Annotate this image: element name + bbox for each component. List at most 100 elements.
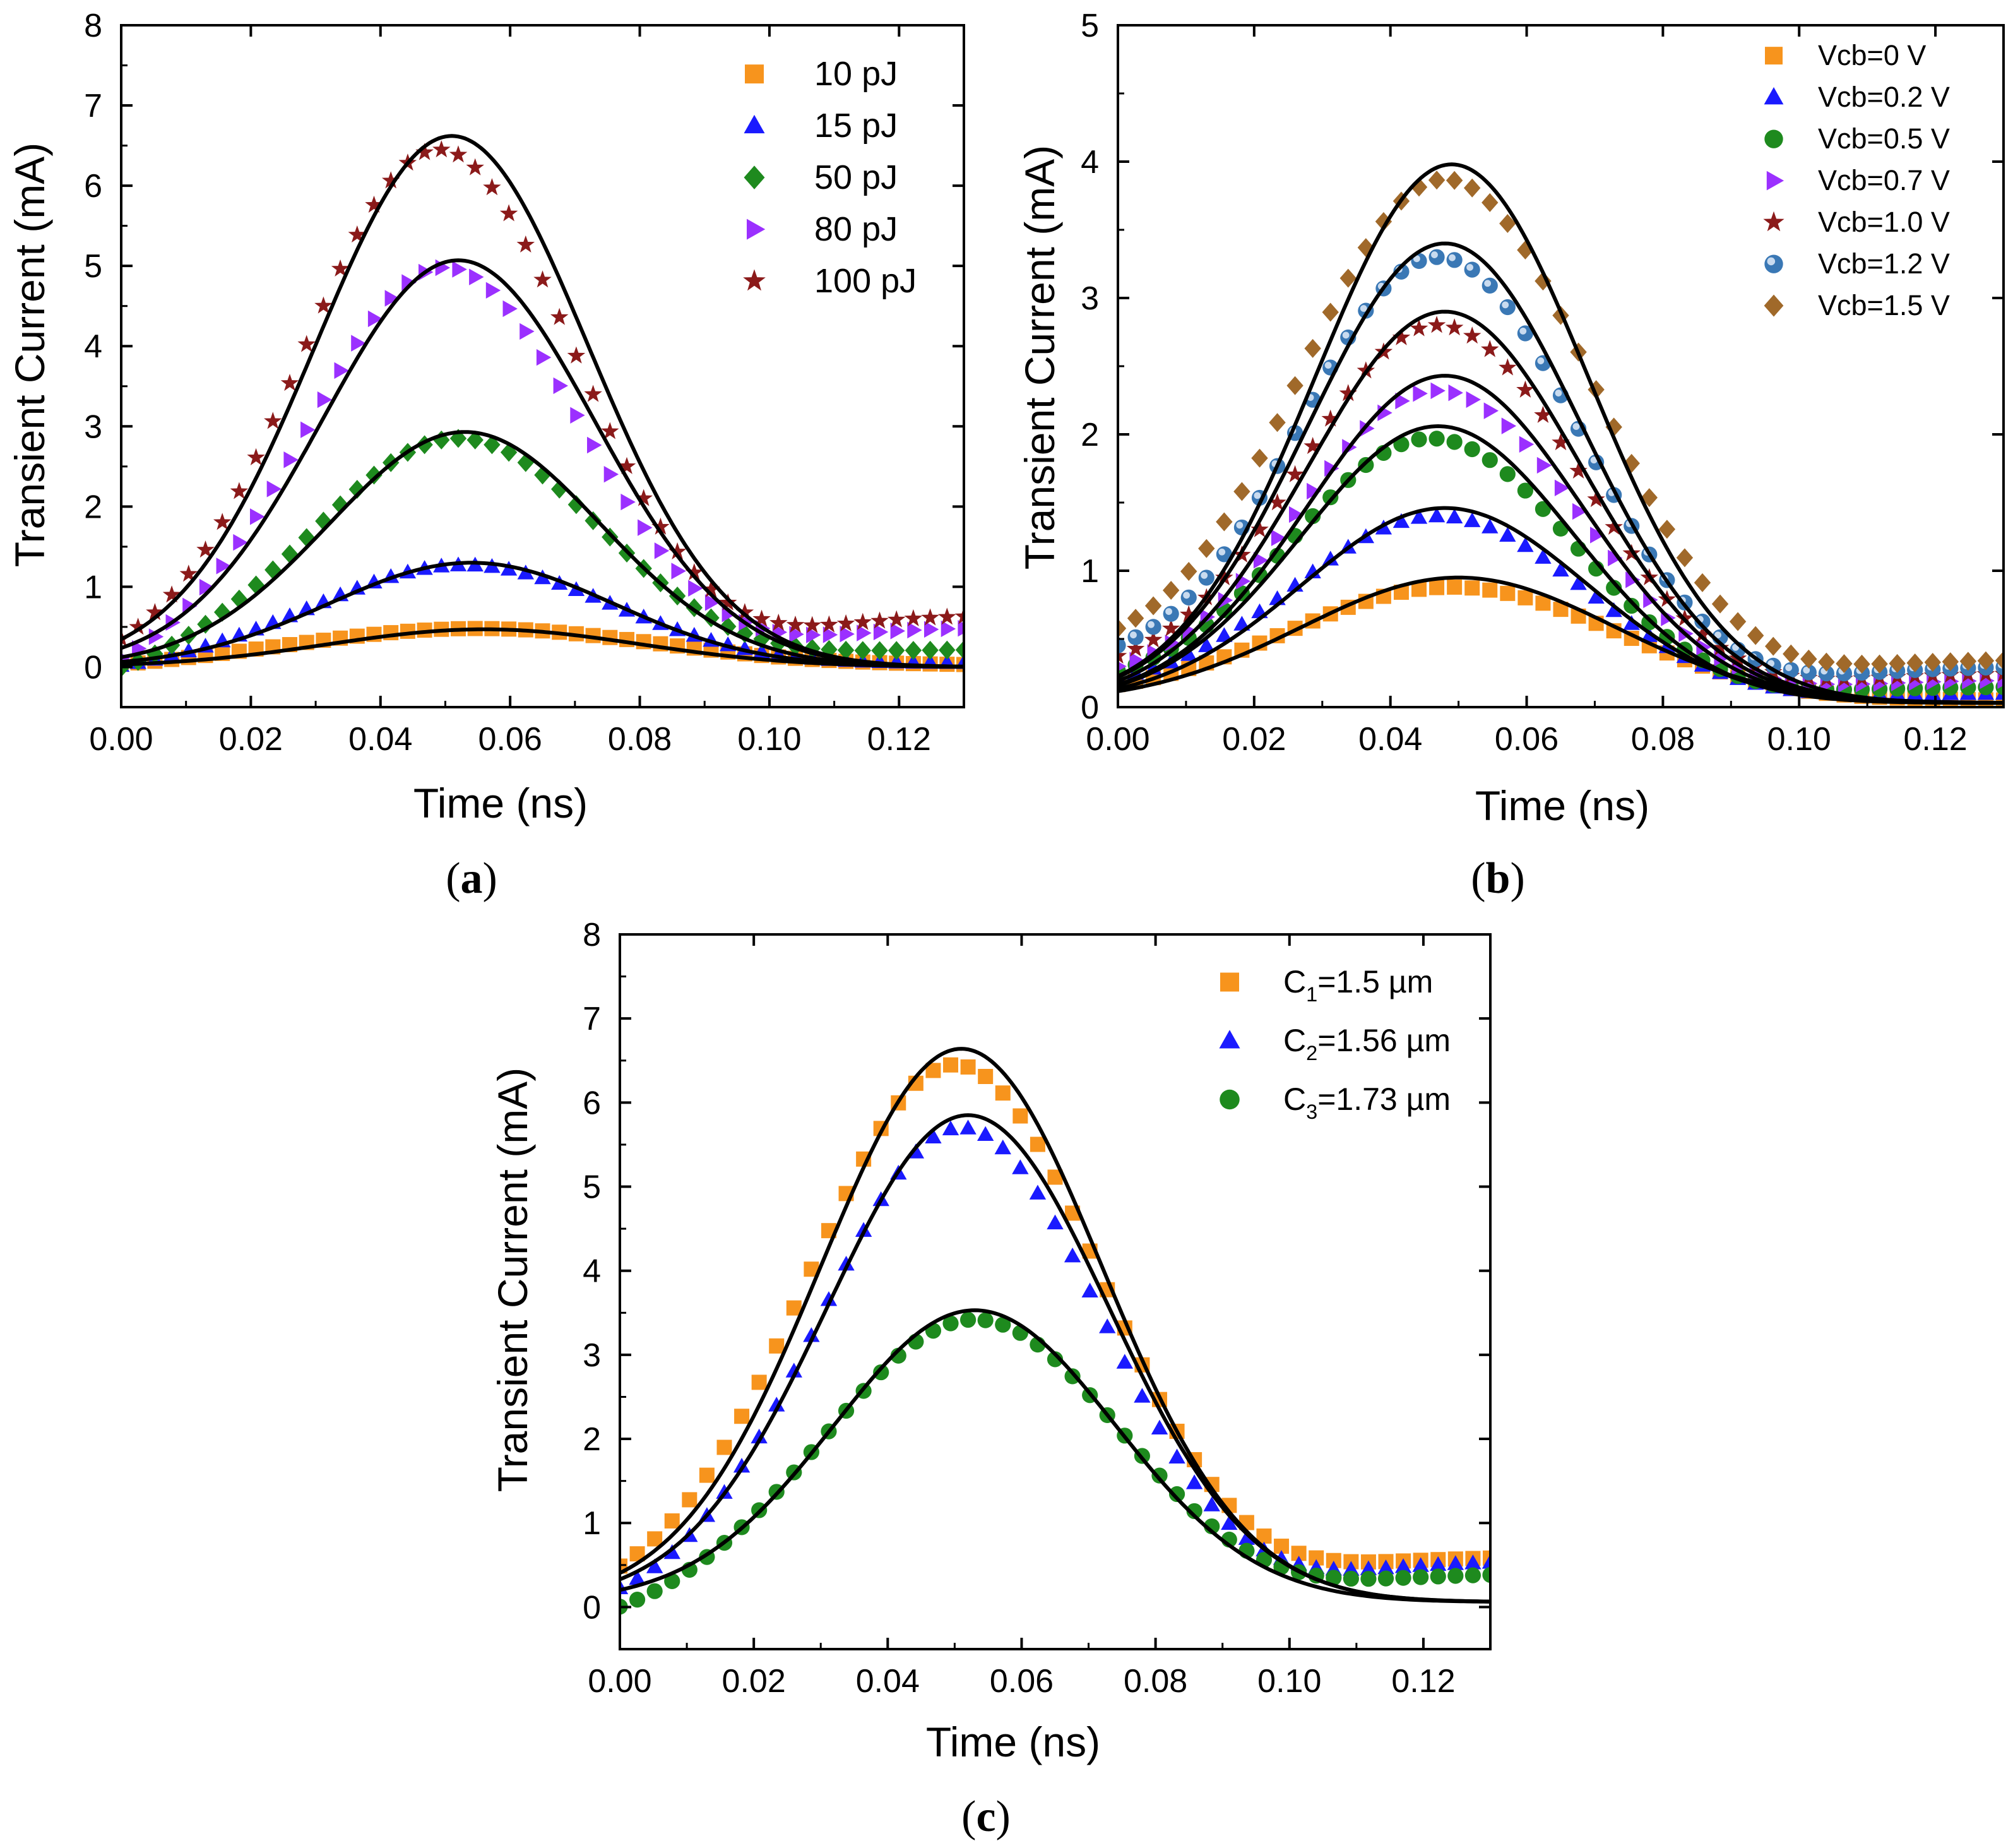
panel-c-data-point — [751, 1428, 768, 1444]
panel-b-data-point — [1144, 596, 1162, 616]
panel-b-data-point — [1480, 340, 1499, 357]
panel-b-y-tick-label: 3 — [1081, 280, 1099, 317]
panel-c-data-point — [1030, 1136, 1045, 1152]
panel-b-data-point — [1570, 575, 1587, 590]
panel-b: 0.00 0.02 0.04 0.06 0.08 0.10 0.12 0 1 2 3 4 5 Vcb=0… — [1016, 8, 2005, 903]
panel-b-fit-curves — [1118, 162, 2004, 705]
panel-c-legend: C1=1.5 µm C2=1.56 µm C3=1.73 µm — [1219, 964, 1451, 1123]
panel-c-legend-marker — [1220, 1089, 1240, 1110]
panel-b-fit-curve-5 — [1118, 309, 2004, 705]
panel-a-data-point — [551, 479, 568, 499]
panel-b-y-tick-label: 1 — [1081, 553, 1099, 590]
panel-b-data-point — [1446, 170, 1463, 190]
panel-a-x-tick-label: 0.06 — [478, 721, 542, 758]
panel-a-x-tick-label: 0.08 — [608, 721, 672, 758]
panel-a-data-point — [924, 621, 939, 638]
panel-c-data-point — [1413, 1569, 1429, 1585]
panel-c-data-point — [647, 1531, 663, 1547]
panel-a-data-point — [704, 594, 720, 611]
panel-c-data-point — [1412, 1557, 1429, 1572]
panel-b-y-tick-label: 4 — [1081, 144, 1099, 181]
panel-b-data-point — [1924, 652, 1941, 672]
panel-b-data-point — [1218, 592, 1233, 609]
panel-b-y-tick-label: 5 — [1081, 8, 1099, 44]
panel-c-plot-frame — [619, 933, 1492, 1650]
panel-c-x-tick-label: 0.10 — [1257, 1663, 1321, 1700]
panel-b-x-tick-label: 0.12 — [1903, 721, 1967, 758]
panel-c-data-point — [803, 1327, 820, 1342]
panel-c-data-point — [995, 1085, 1011, 1101]
panel-b-legend-marker — [1763, 211, 1784, 232]
panel-a-legend-marker — [743, 269, 766, 291]
panel-b-data-point — [1554, 479, 1570, 497]
panel-a-y-axis-title: Transient Current (mA) — [6, 143, 53, 567]
panel-b-legend-marker — [1765, 47, 1783, 65]
panel-b-data-point — [1127, 609, 1144, 628]
panel-a-data-point — [871, 641, 888, 660]
panel-b-legend-label: Vcb=0.5 V — [1818, 122, 1950, 155]
panel-a-data-point — [317, 391, 333, 408]
panel-a-data-point — [415, 143, 434, 160]
panel-c-data-point — [1081, 1282, 1098, 1297]
panel-c-data-point — [1238, 1530, 1256, 1545]
panel-c-legend-label: C3=1.73 µm — [1283, 1082, 1451, 1123]
panel-b-legend-label: Vcb=0.2 V — [1818, 81, 1950, 113]
panel-b-data-point — [1552, 561, 1569, 577]
panel-a-data-point — [887, 610, 906, 628]
panel-a-data-point — [381, 171, 400, 189]
panel-c-data-point — [733, 1457, 751, 1473]
panel-b-data-point — [1729, 612, 1747, 631]
panel-b-data-point — [1428, 249, 1445, 265]
panel-c-data-point — [1464, 1567, 1482, 1583]
panel-c-data-point — [1151, 1419, 1168, 1435]
panel-a-data-point — [587, 436, 602, 454]
panel-a-data-point — [634, 489, 653, 506]
panel-a-data-point — [365, 465, 383, 485]
panel-a-data-point — [853, 612, 872, 630]
panel-a-data-point — [873, 623, 889, 641]
panel-b-data-point — [1658, 520, 1676, 539]
panel-c-data-point — [1168, 1486, 1185, 1503]
panel-b-y-axis-title: Transient Current (mA) — [1016, 145, 1063, 569]
panel-b-data-point — [1889, 653, 1906, 673]
panel-b-x-tick-label: 0.08 — [1631, 721, 1695, 758]
panel-b-data-point — [1322, 551, 1339, 566]
panel-b-data-point — [1535, 501, 1552, 517]
panel-a-data-point — [466, 430, 484, 450]
panel-c-data-point — [838, 1255, 855, 1271]
panel-a-data-point — [840, 626, 855, 643]
panel-b-x-axis-title: Time (ns) — [1475, 782, 1649, 829]
panel-a-data-point — [264, 412, 282, 429]
panel-b-data-point — [1271, 529, 1286, 547]
panel-b-data-point — [1162, 580, 1180, 600]
panel-a-y-tick-label: 0 — [84, 649, 102, 686]
panel-a-x-tick-label: 0.02 — [219, 721, 283, 758]
panel-b-data-point — [1307, 482, 1322, 500]
panel-c-data-point — [1064, 1248, 1081, 1263]
panel-c-data-point — [978, 1068, 994, 1084]
panel-a-data-point — [854, 641, 871, 660]
panel-c-data-point — [785, 1362, 802, 1378]
panel-b-data-point — [1445, 318, 1464, 336]
panel-c-y-tick-label: 3 — [583, 1337, 601, 1374]
panel-c-data-point — [734, 1409, 750, 1424]
panel-c-legend-label: C1=1.5 µm — [1283, 964, 1433, 1006]
panel-a-data-point — [602, 527, 619, 547]
panel-b-data-point — [1179, 605, 1198, 623]
panel-a-data-point — [280, 374, 299, 391]
panel-a-data-point — [617, 456, 636, 474]
panel-b-data-point — [1286, 376, 1303, 395]
panel-a-data-point — [283, 451, 299, 468]
panel-a-data-point — [601, 422, 619, 439]
panel-b-legend-label: Vcb=0 V — [1818, 39, 1926, 71]
panel-a-data-point — [516, 235, 535, 253]
panel-b-legend-marker — [1764, 254, 1783, 273]
panel-b-data-point — [1606, 580, 1622, 596]
panel-a-data-point — [499, 204, 518, 222]
panel-a-data-point — [500, 443, 518, 462]
panel-b-x-tick-label: 0.04 — [1358, 721, 1422, 758]
panel-c-fit-curve-3 — [620, 1308, 1490, 1604]
panel-c-data-point — [925, 1128, 942, 1143]
panel-b-fit-curve-7 — [1118, 162, 2004, 705]
panel-b-data-point — [1765, 657, 1781, 674]
